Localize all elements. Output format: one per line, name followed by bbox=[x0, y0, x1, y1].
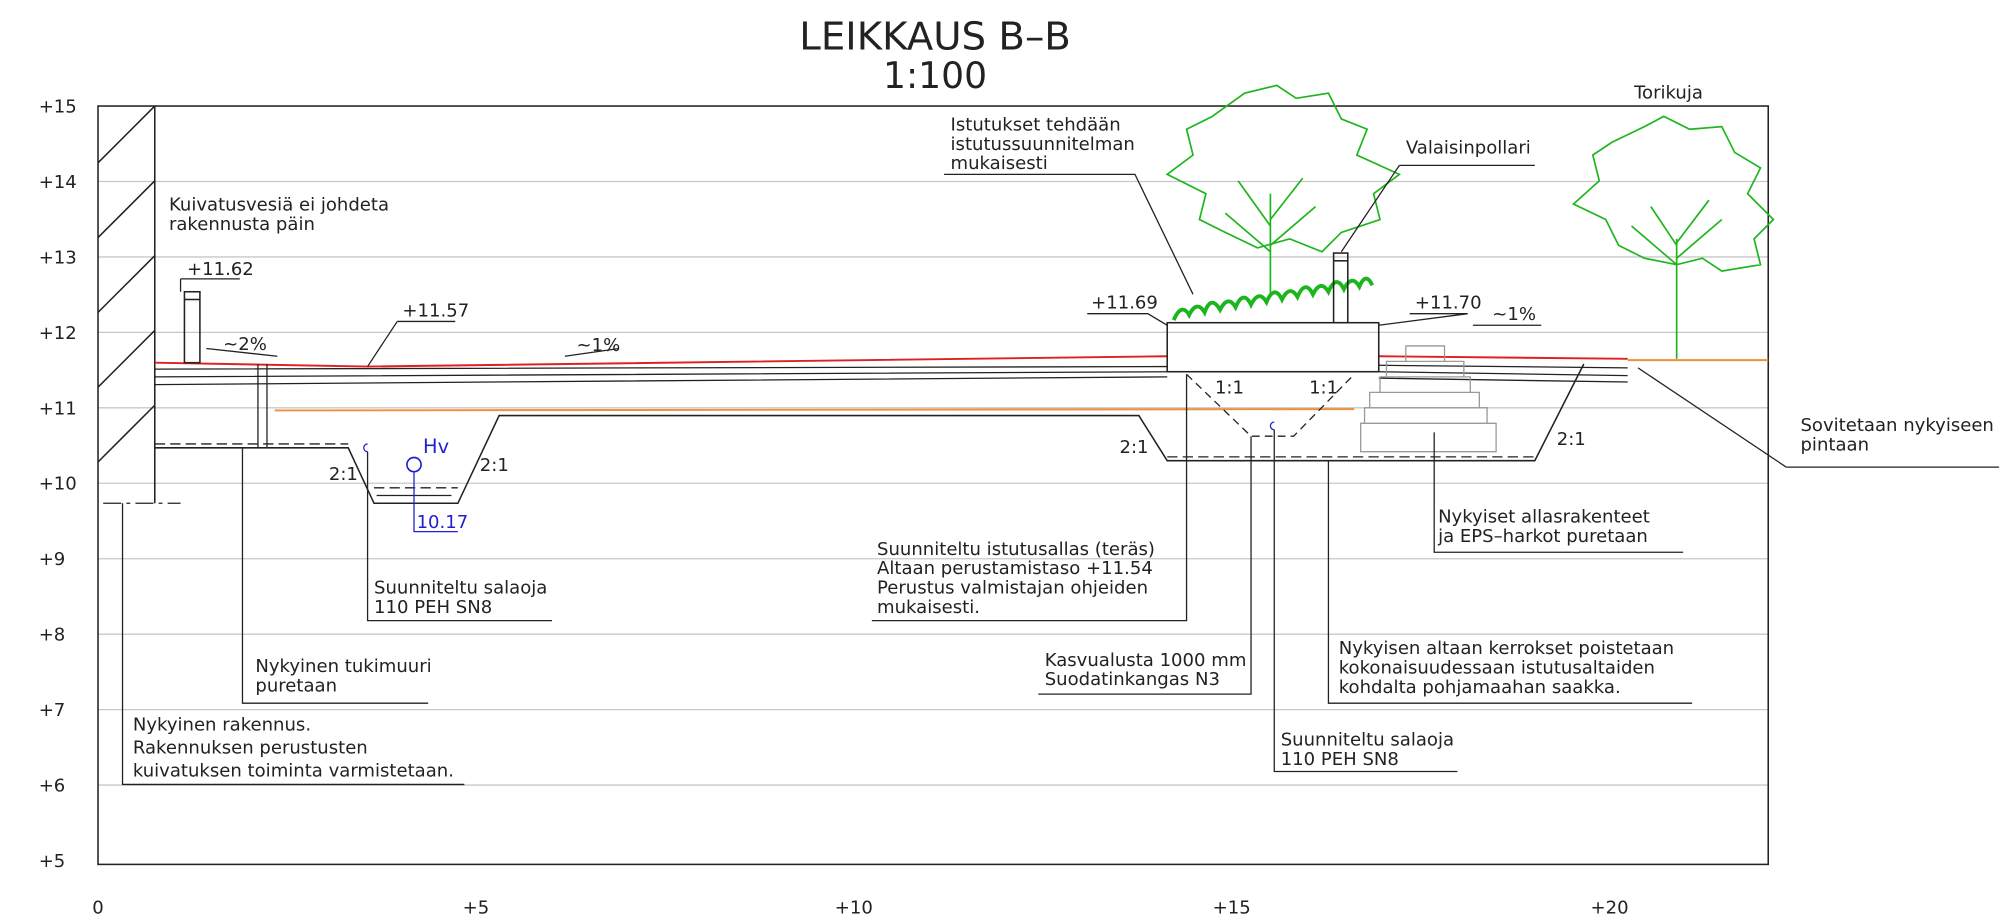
elevation-label: +15 bbox=[39, 96, 77, 117]
note-line: Nykyinen tukimuuri bbox=[255, 656, 431, 677]
ratio-label: 2:1 bbox=[480, 455, 509, 476]
note-line: Perustus valmistajan ohjeiden bbox=[877, 578, 1148, 599]
level-label: +11.70 bbox=[1415, 293, 1482, 314]
distance-label: +20 bbox=[1591, 897, 1629, 918]
note-line: Sovitetaan nykyiseen bbox=[1800, 415, 1993, 436]
level-label: +11.69 bbox=[1091, 293, 1158, 314]
note-line: 110 PEH SN8 bbox=[374, 597, 492, 618]
note-line: Kuivatusvesiä ei johdeta bbox=[169, 195, 389, 216]
elevation-label: +14 bbox=[39, 172, 77, 193]
elevation-label: +7 bbox=[39, 700, 66, 721]
note-line: Suodatinkangas N3 bbox=[1045, 669, 1220, 690]
note-line: puretaan bbox=[255, 676, 337, 697]
section-drawing: +15 +14 +13 +12 +11 +10 +9 +8 +7 +6 +5 0 +5 +10 +15 +20… bbox=[0, 0, 2012, 924]
street-name: Torikuja bbox=[1633, 82, 1703, 103]
note-line: ja EPS–harkot puretaan bbox=[1437, 526, 1648, 547]
surfaces bbox=[155, 356, 1768, 503]
note-line: istutussuunnitelman bbox=[951, 134, 1135, 155]
elevation-label: +5 bbox=[39, 851, 66, 872]
well-label: Hv bbox=[423, 435, 449, 458]
bollards bbox=[184, 253, 1347, 363]
note-line: mukaisesti. bbox=[877, 597, 980, 618]
slope-label: ~2% bbox=[223, 334, 267, 355]
slope-label: ~1% bbox=[577, 335, 621, 356]
note-line: Nykyisen altaan kerrokset poistetaan bbox=[1339, 638, 1674, 659]
elevation-label: +10 bbox=[39, 474, 77, 495]
elevation-label: +11 bbox=[39, 398, 77, 419]
ratio-label: 1:1 bbox=[1309, 378, 1338, 399]
note-line: Rakennuksen perustusten bbox=[133, 737, 368, 758]
elevation-label: +8 bbox=[39, 625, 66, 646]
well-level: 10.17 bbox=[417, 512, 469, 533]
ratio-label: 1:1 bbox=[1215, 378, 1244, 399]
distance-label: +5 bbox=[463, 897, 490, 918]
note-line: kokonaisuudessaan istutusaltaiden bbox=[1339, 658, 1655, 679]
ratio-label: 2:1 bbox=[1119, 437, 1148, 458]
distance-label: +10 bbox=[835, 897, 873, 918]
note-line: Nykyinen rakennus. bbox=[133, 714, 311, 735]
distance-label: +15 bbox=[1213, 897, 1251, 918]
note-line: pintaan bbox=[1800, 434, 1869, 455]
building bbox=[98, 106, 181, 503]
ratio-label: 2:1 bbox=[329, 464, 358, 485]
level-label: +11.57 bbox=[402, 300, 469, 321]
distance-label: 0 bbox=[92, 897, 103, 918]
elevation-label: +12 bbox=[39, 323, 77, 344]
trees bbox=[1167, 85, 1773, 358]
existing-blocks bbox=[1361, 346, 1496, 452]
elevation-label: +6 bbox=[39, 776, 66, 797]
note-line: 110 PEH SN8 bbox=[1281, 749, 1399, 770]
slope-label: ~1% bbox=[1492, 304, 1536, 325]
note-line: Suunniteltu salaoja bbox=[1281, 730, 1454, 751]
ratio-label: 2:1 bbox=[1557, 429, 1586, 450]
note-line: kohdalta pohjamaahan saakka. bbox=[1339, 677, 1621, 698]
note-line: mukaisesti bbox=[951, 153, 1048, 174]
note-line: Nykyiset allasrakenteet bbox=[1438, 507, 1650, 528]
note-line: rakennusta päin bbox=[169, 214, 315, 235]
elevation-label: +9 bbox=[39, 549, 66, 570]
note-line: Altaan perustamistaso +11.54 bbox=[877, 558, 1153, 579]
title: LEIKKAUS B–B bbox=[799, 14, 1071, 59]
level-label: +11.62 bbox=[187, 259, 254, 280]
scale: 1:100 bbox=[883, 54, 987, 97]
note-line: Istutukset tehdään bbox=[951, 115, 1121, 136]
note-line: Suunniteltu istutusallas (teräs) bbox=[877, 539, 1155, 560]
note-line: Suunniteltu salaoja bbox=[374, 578, 547, 599]
leaders bbox=[123, 165, 2000, 784]
elevation-label: +13 bbox=[39, 247, 77, 268]
note-line: kuivatuksen toiminta varmistetaan. bbox=[133, 761, 454, 782]
note-line: Valaisinpollari bbox=[1406, 138, 1531, 159]
note-line: Kasvualusta 1000 mm bbox=[1045, 650, 1247, 671]
